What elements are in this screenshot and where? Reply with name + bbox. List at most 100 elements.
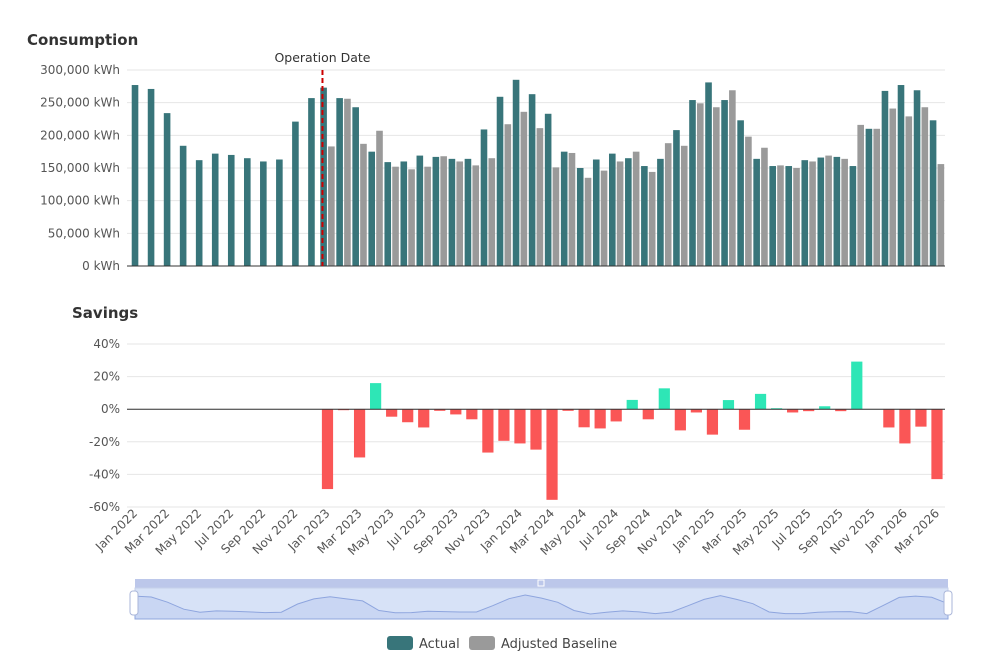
- bar-actual-apr-2024[interactable]: [560, 151, 568, 266]
- bar-actual-apr-2025[interactable]: [753, 158, 760, 266]
- bar-savings-mar-2023[interactable]: [353, 409, 366, 458]
- bar-actual-dec-2024[interactable]: [689, 100, 696, 266]
- bar-adjusted-baseline-sep-2024[interactable]: [648, 171, 656, 266]
- bar-savings-feb-2026[interactable]: [915, 409, 927, 427]
- bar-savings-aug-2024[interactable]: [626, 399, 638, 410]
- bar-savings-may-2024[interactable]: [578, 409, 590, 428]
- bar-actual-may-2022[interactable]: [195, 160, 203, 266]
- bar-adjusted-baseline-feb-2026[interactable]: [921, 107, 929, 267]
- bar-actual-aug-2023[interactable]: [432, 156, 440, 266]
- bar-actual-nov-2024[interactable]: [673, 130, 680, 266]
- zoom-right-handle[interactable]: [943, 590, 953, 616]
- bar-savings-dec-2024[interactable]: [690, 409, 702, 413]
- legend-item-actual[interactable]: Actual: [387, 636, 460, 652]
- bar-actual-mar-2026[interactable]: [929, 120, 937, 266]
- bar-actual-feb-2024[interactable]: [528, 94, 536, 266]
- bar-adjusted-baseline-dec-2023[interactable]: [504, 124, 512, 266]
- legend-label-adjusted-baseline[interactable]: Adjusted Baseline: [501, 637, 617, 652]
- bar-actual-jul-2024[interactable]: [608, 153, 616, 266]
- bar-savings-may-2023[interactable]: [386, 409, 398, 417]
- bar-actual-dec-2023[interactable]: [496, 96, 504, 266]
- bar-adjusted-baseline-apr-2024[interactable]: [568, 152, 576, 266]
- zoom-left-handle[interactable]: [129, 590, 139, 616]
- bar-savings-dec-2025[interactable]: [883, 409, 895, 428]
- bar-actual-jan-2022[interactable]: [131, 85, 139, 266]
- bar-actual-feb-2025[interactable]: [721, 100, 728, 266]
- bar-actual-dec-2022[interactable]: [308, 98, 315, 267]
- bar-savings-jun-2024[interactable]: [594, 409, 606, 429]
- bar-adjusted-baseline-feb-2025[interactable]: [729, 90, 736, 267]
- bar-adjusted-baseline-may-2025[interactable]: [777, 165, 784, 266]
- bar-actual-jul-2023[interactable]: [416, 155, 424, 266]
- bar-savings-oct-2024[interactable]: [658, 388, 670, 410]
- bar-savings-apr-2024[interactable]: [562, 409, 574, 411]
- bar-adjusted-baseline-nov-2024[interactable]: [680, 145, 688, 266]
- bar-adjusted-baseline-mar-2023[interactable]: [360, 143, 367, 266]
- bar-actual-may-2025[interactable]: [769, 166, 776, 266]
- bar-actual-jun-2025[interactable]: [785, 166, 793, 266]
- bar-actual-mar-2025[interactable]: [737, 120, 744, 266]
- bar-actual-may-2024[interactable]: [576, 168, 584, 266]
- bar-actual-jul-2025[interactable]: [801, 160, 809, 266]
- bar-actual-apr-2022[interactable]: [179, 145, 187, 266]
- bar-adjusted-baseline-mar-2025[interactable]: [745, 136, 752, 266]
- bar-savings-jul-2025[interactable]: [803, 409, 815, 412]
- bar-actual-oct-2024[interactable]: [657, 158, 664, 266]
- bar-savings-apr-2025[interactable]: [754, 393, 767, 410]
- bar-savings-jul-2024[interactable]: [610, 409, 622, 422]
- legend-label-actual[interactable]: Actual: [419, 637, 460, 652]
- bar-adjusted-baseline-jun-2024[interactable]: [600, 170, 608, 266]
- bar-savings-jan-2025[interactable]: [706, 409, 719, 435]
- bar-adjusted-baseline-jun-2023[interactable]: [408, 169, 415, 266]
- bar-adjusted-baseline-jan-2025[interactable]: [713, 107, 720, 267]
- bar-actual-nov-2022[interactable]: [292, 121, 299, 266]
- bar-savings-oct-2025[interactable]: [851, 361, 863, 410]
- bar-actual-mar-2023[interactable]: [352, 107, 359, 267]
- bar-savings-sep-2025[interactable]: [835, 409, 847, 412]
- bar-savings-sep-2023[interactable]: [450, 409, 462, 415]
- bar-savings-dec-2023[interactable]: [498, 409, 510, 441]
- bar-actual-dec-2025[interactable]: [881, 90, 889, 266]
- bar-savings-nov-2023[interactable]: [482, 409, 494, 453]
- bar-actual-aug-2025[interactable]: [817, 157, 825, 266]
- legend-swatch-adjusted-baseline[interactable]: [469, 636, 495, 650]
- bar-adjusted-baseline-nov-2023[interactable]: [488, 158, 496, 266]
- bar-adjusted-baseline-dec-2024[interactable]: [696, 103, 704, 266]
- bar-adjusted-baseline-mar-2024[interactable]: [552, 167, 560, 266]
- bar-adjusted-baseline-jan-2023[interactable]: [328, 146, 335, 266]
- bar-adjusted-baseline-oct-2025[interactable]: [857, 124, 864, 266]
- bar-adjusted-baseline-feb-2024[interactable]: [536, 128, 544, 266]
- legend-item-adjusted-baseline[interactable]: Adjusted Baseline: [469, 636, 617, 652]
- bar-actual-sep-2023[interactable]: [448, 158, 456, 266]
- bar-adjusted-baseline-mar-2026[interactable]: [937, 164, 945, 266]
- bar-actual-sep-2025[interactable]: [833, 156, 841, 266]
- bar-actual-mar-2024[interactable]: [544, 113, 552, 266]
- zoom-slider-bar[interactable]: [135, 579, 948, 588]
- bar-adjusted-baseline-jan-2026[interactable]: [905, 116, 913, 267]
- bar-savings-jan-2024[interactable]: [514, 409, 526, 444]
- bar-adjusted-baseline-dec-2025[interactable]: [889, 108, 897, 267]
- bar-actual-oct-2023[interactable]: [464, 158, 472, 266]
- bar-actual-jan-2023[interactable]: [320, 87, 327, 266]
- bar-adjusted-baseline-sep-2023[interactable]: [456, 161, 464, 266]
- bar-actual-sep-2022[interactable]: [260, 161, 267, 266]
- bar-adjusted-baseline-oct-2024[interactable]: [664, 143, 672, 266]
- bar-savings-jan-2023[interactable]: [321, 409, 334, 490]
- bar-adjusted-baseline-nov-2025[interactable]: [873, 128, 881, 266]
- bar-adjusted-baseline-oct-2023[interactable]: [472, 165, 480, 266]
- bar-savings-nov-2024[interactable]: [674, 409, 686, 431]
- bar-savings-sep-2024[interactable]: [642, 409, 654, 420]
- bar-actual-jun-2022[interactable]: [211, 153, 219, 266]
- bar-savings-oct-2023[interactable]: [466, 409, 478, 420]
- bar-adjusted-baseline-apr-2023[interactable]: [376, 130, 383, 266]
- bar-adjusted-baseline-aug-2024[interactable]: [632, 151, 640, 266]
- bar-adjusted-baseline-jun-2025[interactable]: [793, 168, 800, 266]
- bar-adjusted-baseline-apr-2025[interactable]: [761, 147, 768, 266]
- bar-savings-mar-2025[interactable]: [738, 409, 751, 430]
- zoom-drag-grip-icon[interactable]: [537, 579, 545, 587]
- bar-adjusted-baseline-feb-2023[interactable]: [344, 98, 351, 266]
- bar-actual-nov-2023[interactable]: [480, 129, 488, 266]
- bar-actual-oct-2022[interactable]: [276, 159, 283, 266]
- bar-savings-jun-2025[interactable]: [787, 409, 799, 413]
- bar-savings-jun-2023[interactable]: [402, 409, 414, 423]
